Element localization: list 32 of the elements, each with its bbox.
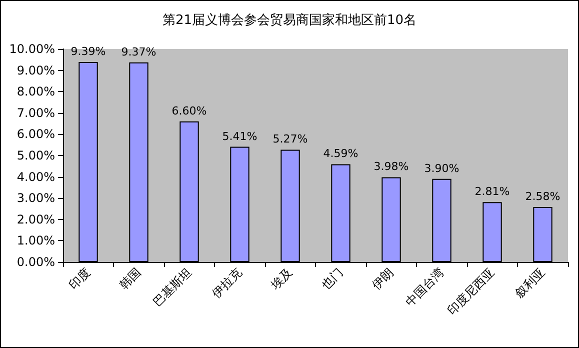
- x-tick-label: 埃及: [268, 265, 296, 293]
- x-tick-label: 巴基斯坦: [150, 265, 194, 309]
- data-label: 2.58%: [525, 190, 560, 204]
- chart-title: 第21届义博会参会贸易商国家和地区前10名: [162, 12, 417, 28]
- x-tick-label: 印度尼西亚: [444, 265, 498, 318]
- y-tick-label: 4.00%: [16, 170, 55, 184]
- x-tick-label: 伊拉克: [209, 265, 245, 300]
- y-tick-label: 7.00%: [16, 106, 55, 120]
- y-tick-label: 2.00%: [16, 212, 55, 226]
- data-label: 4.59%: [323, 147, 358, 160]
- data-label: 3.90%: [424, 162, 460, 175]
- y-tick-label: 6.00%: [16, 127, 55, 142]
- data-label: 9.37%: [121, 45, 156, 58]
- x-tick-label: 叙利亚: [512, 265, 548, 300]
- y-tick-label: 8.00%: [16, 84, 55, 99]
- data-label: 6.60%: [172, 104, 207, 118]
- y-tick-label: 5.00%: [16, 148, 55, 162]
- y-tick-label: 9.00%: [16, 63, 55, 78]
- y-tick-label: 3.00%: [16, 191, 55, 206]
- y-tick-label: 1.00%: [16, 234, 55, 248]
- y-tick-label: 0.00%: [16, 255, 55, 269]
- x-tick-label: 印度: [66, 265, 94, 292]
- x-tick-label: 韩国: [116, 265, 144, 292]
- x-tick-label: 中国台湾: [402, 265, 447, 309]
- x-tick-label: 也门: [318, 265, 346, 292]
- y-tick-label: 10.00%: [9, 42, 55, 56]
- data-label: 9.39%: [70, 44, 106, 58]
- data-label: 3.98%: [374, 160, 409, 174]
- data-label: 5.41%: [222, 130, 258, 143]
- x-tick-label: 伊朗: [369, 265, 396, 292]
- data-label: 5.27%: [272, 132, 308, 146]
- data-label: 2.81%: [474, 185, 510, 198]
